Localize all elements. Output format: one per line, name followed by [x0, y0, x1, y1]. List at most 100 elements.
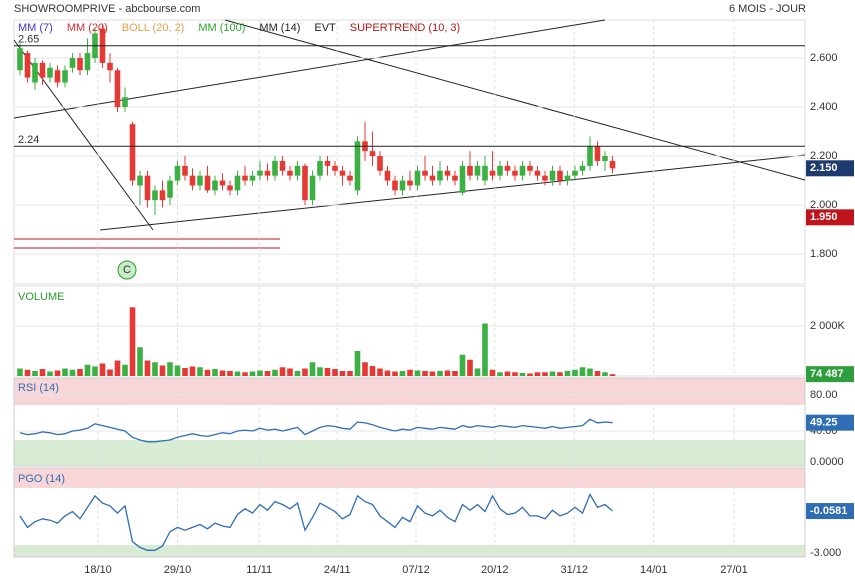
volume-bar: [534, 372, 541, 376]
candle-body: [549, 170, 556, 181]
value-box-label: 2.150: [810, 162, 838, 174]
volume-bar: [377, 368, 383, 376]
x-tick-label: 27/01: [720, 564, 748, 576]
volume-bar: [227, 371, 233, 376]
x-tick-label: 14/01: [640, 564, 668, 576]
volume-bar: [17, 368, 23, 376]
candle-body: [167, 180, 173, 198]
volume-bar: [362, 362, 368, 376]
volume-bar: [99, 363, 106, 376]
volume-bar: [182, 368, 188, 376]
candle-body: [197, 175, 203, 186]
pgo-panel: [13, 467, 806, 558]
candle-body: [309, 175, 316, 201]
rsi-panel: [13, 377, 806, 467]
x-tick-label: 11/11: [246, 564, 272, 576]
volume-bar: [242, 372, 248, 376]
legend-entry: MM (100): [198, 22, 245, 34]
candle-body: [324, 160, 331, 166]
volume-bar: [39, 369, 46, 376]
trend-line: [13, 19, 606, 119]
candle-body: [54, 70, 61, 83]
candle-body: [399, 180, 406, 191]
volume-bar: [354, 351, 361, 376]
volume-bar: [234, 371, 241, 376]
candle-body: [39, 62, 46, 78]
volume-bar: [504, 371, 511, 376]
candle-body: [219, 180, 226, 186]
volume-bar: [609, 374, 616, 376]
level-label: 2.24: [18, 134, 39, 146]
volume-bar: [339, 371, 346, 376]
legend-entry: MM (20): [67, 22, 108, 34]
volume-bar: [602, 372, 608, 376]
volume-bar: [287, 368, 293, 376]
trend-line: [224, 19, 806, 181]
candle-body: [77, 57, 83, 71]
volume-bar: [579, 367, 586, 376]
y-tick-label: 2.000: [810, 199, 838, 211]
volume-bar: [167, 362, 173, 376]
volume-bar: [332, 369, 338, 376]
volume-bar: [54, 370, 61, 376]
volume-bar: [407, 369, 413, 376]
candle-body: [369, 151, 376, 157]
candle-body: [497, 165, 503, 176]
volume-bar: [197, 367, 203, 376]
volume-bar: [564, 371, 571, 376]
volume-bar: [152, 362, 158, 376]
candle-body: [564, 175, 571, 181]
x-tick-label: 20/12: [481, 564, 509, 576]
candle-body: [527, 165, 533, 171]
volume-bar: [542, 372, 548, 376]
candle-body: [317, 160, 323, 176]
volume-bar: [264, 371, 271, 376]
volume-bar: [77, 369, 83, 376]
pgo-high-zone: [14, 468, 805, 488]
volume-bar: [429, 371, 436, 376]
candle-body: [17, 48, 23, 71]
volume-bar: [137, 347, 143, 376]
volume-bar: [204, 369, 211, 376]
x-tick-label: 31/12: [560, 564, 588, 576]
legend: MM (7) MM (20) BOLL (20, 2) MM (100) MM (14)…: [18, 22, 460, 34]
legend-entry: BOLL (20, 2): [122, 22, 185, 34]
volume-bar: [129, 307, 136, 376]
candle-body: [242, 175, 248, 181]
volume-bar: [444, 370, 451, 376]
candle-body: [272, 160, 278, 176]
candle-body: [332, 165, 338, 171]
volume-bar: [489, 369, 496, 376]
volume-bar: [24, 369, 31, 376]
y-tick-label: 2.400: [810, 101, 838, 113]
volume-bar: [399, 371, 406, 376]
indicator-line: [19, 493, 613, 551]
candle-body: [24, 53, 31, 78]
candle-body: [542, 175, 548, 181]
volume-bar: [107, 369, 113, 376]
volume-bar: [594, 371, 601, 376]
candle-body: [444, 170, 451, 176]
candle-body: [467, 165, 473, 176]
candle-body: [579, 165, 586, 171]
value-box-label: 49.25: [810, 417, 838, 429]
candle-body: [204, 175, 211, 191]
value-box: [806, 366, 854, 383]
candle-body: [452, 175, 458, 181]
pgo-low-zone: [14, 545, 805, 557]
candle-body: [587, 146, 593, 166]
x-tick-label: 24/11: [324, 564, 351, 576]
event-marker: [117, 260, 137, 280]
candle-body: [482, 165, 488, 181]
volume-bar: [249, 371, 256, 376]
volume-bar: [212, 369, 218, 376]
volume-bar: [47, 371, 53, 376]
volume-bar: [257, 370, 263, 376]
candle-body: [422, 170, 428, 176]
volume-bar: [347, 371, 353, 376]
legend-entry: MM (14): [259, 22, 300, 34]
candle-body: [69, 57, 76, 68]
y-tick-label: 2.600: [810, 52, 838, 64]
